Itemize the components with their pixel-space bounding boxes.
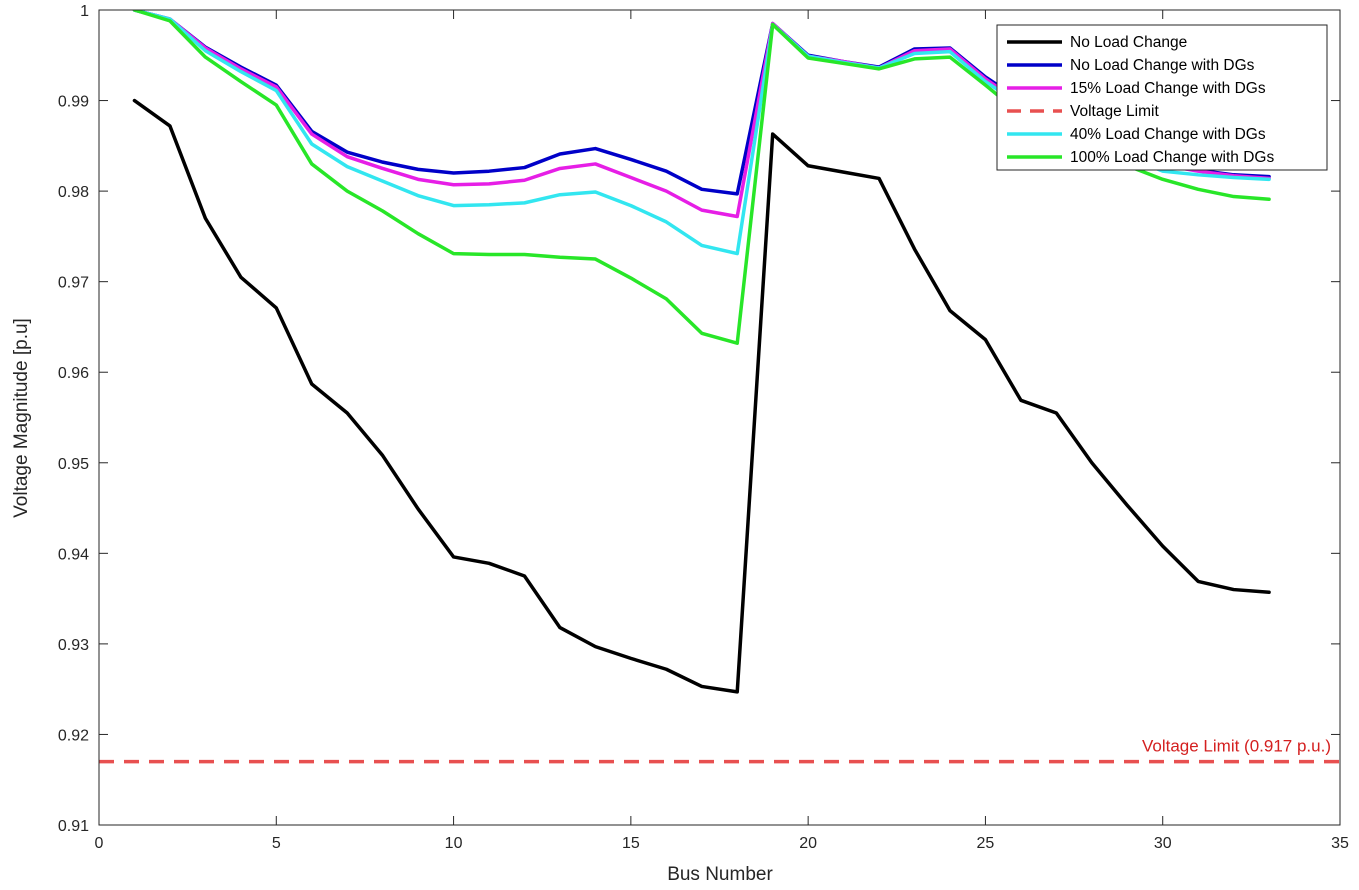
legend-label-100pct-load-change-with-dgs: 100% Load Change with DGs [1070, 149, 1274, 166]
x-tick-label: 10 [445, 835, 463, 852]
x-tick-label: 25 [977, 835, 995, 852]
x-tick-label: 0 [95, 835, 104, 852]
y-tick-label: 0.99 [58, 94, 89, 111]
x-tick-label: 15 [622, 835, 640, 852]
x-tick-label: 20 [799, 835, 817, 852]
x-tick-label: 30 [1154, 835, 1172, 852]
legend-box [996, 24, 1328, 171]
y-tick-label: 0.98 [58, 184, 89, 201]
legend-label-40pct-load-change-with-dgs: 40% Load Change with DGs [1070, 126, 1266, 143]
y-tick-label: 0.91 [58, 818, 89, 835]
y-tick-label: 0.97 [58, 275, 89, 292]
legend-label-no-load-change: No Load Change [1070, 34, 1187, 51]
series-line-no-load-change [132, 98, 1271, 694]
x-tick-label: 5 [272, 835, 281, 852]
x-tick-label: 35 [1331, 835, 1349, 852]
y-tick-label: 0.93 [58, 637, 89, 654]
plot-frame [98, 9, 1341, 826]
y-tick-label: 0.94 [58, 546, 89, 563]
y-tick-label: 0.92 [58, 727, 89, 744]
y-tick-label: 0.96 [58, 365, 89, 382]
legend-label-no-load-change-with-dgs: No Load Change with DGs [1070, 57, 1255, 74]
voltage-limit-annotation: Voltage Limit (0.917 p.u.) [1142, 737, 1331, 756]
y-tick-label: 0.95 [58, 456, 89, 473]
legend-label-15pct-load-change-with-dgs: 15% Load Change with DGs [1070, 80, 1266, 97]
y-tick-label: 1 [80, 3, 89, 20]
legend: No Load Change No Load Change with DGs 15%… [996, 24, 1328, 171]
tick-layer: 0 5 10 15 20 25 30 35 0.91 0.92 0.93 0.94 0.95 0.96 0.… [58, 3, 1349, 852]
legend-label-voltage-limit: Voltage Limit [1070, 103, 1159, 120]
x-axis-label: Bus Number [667, 864, 773, 885]
y-axis-label: Voltage Magnitude [p.u] [11, 318, 32, 518]
